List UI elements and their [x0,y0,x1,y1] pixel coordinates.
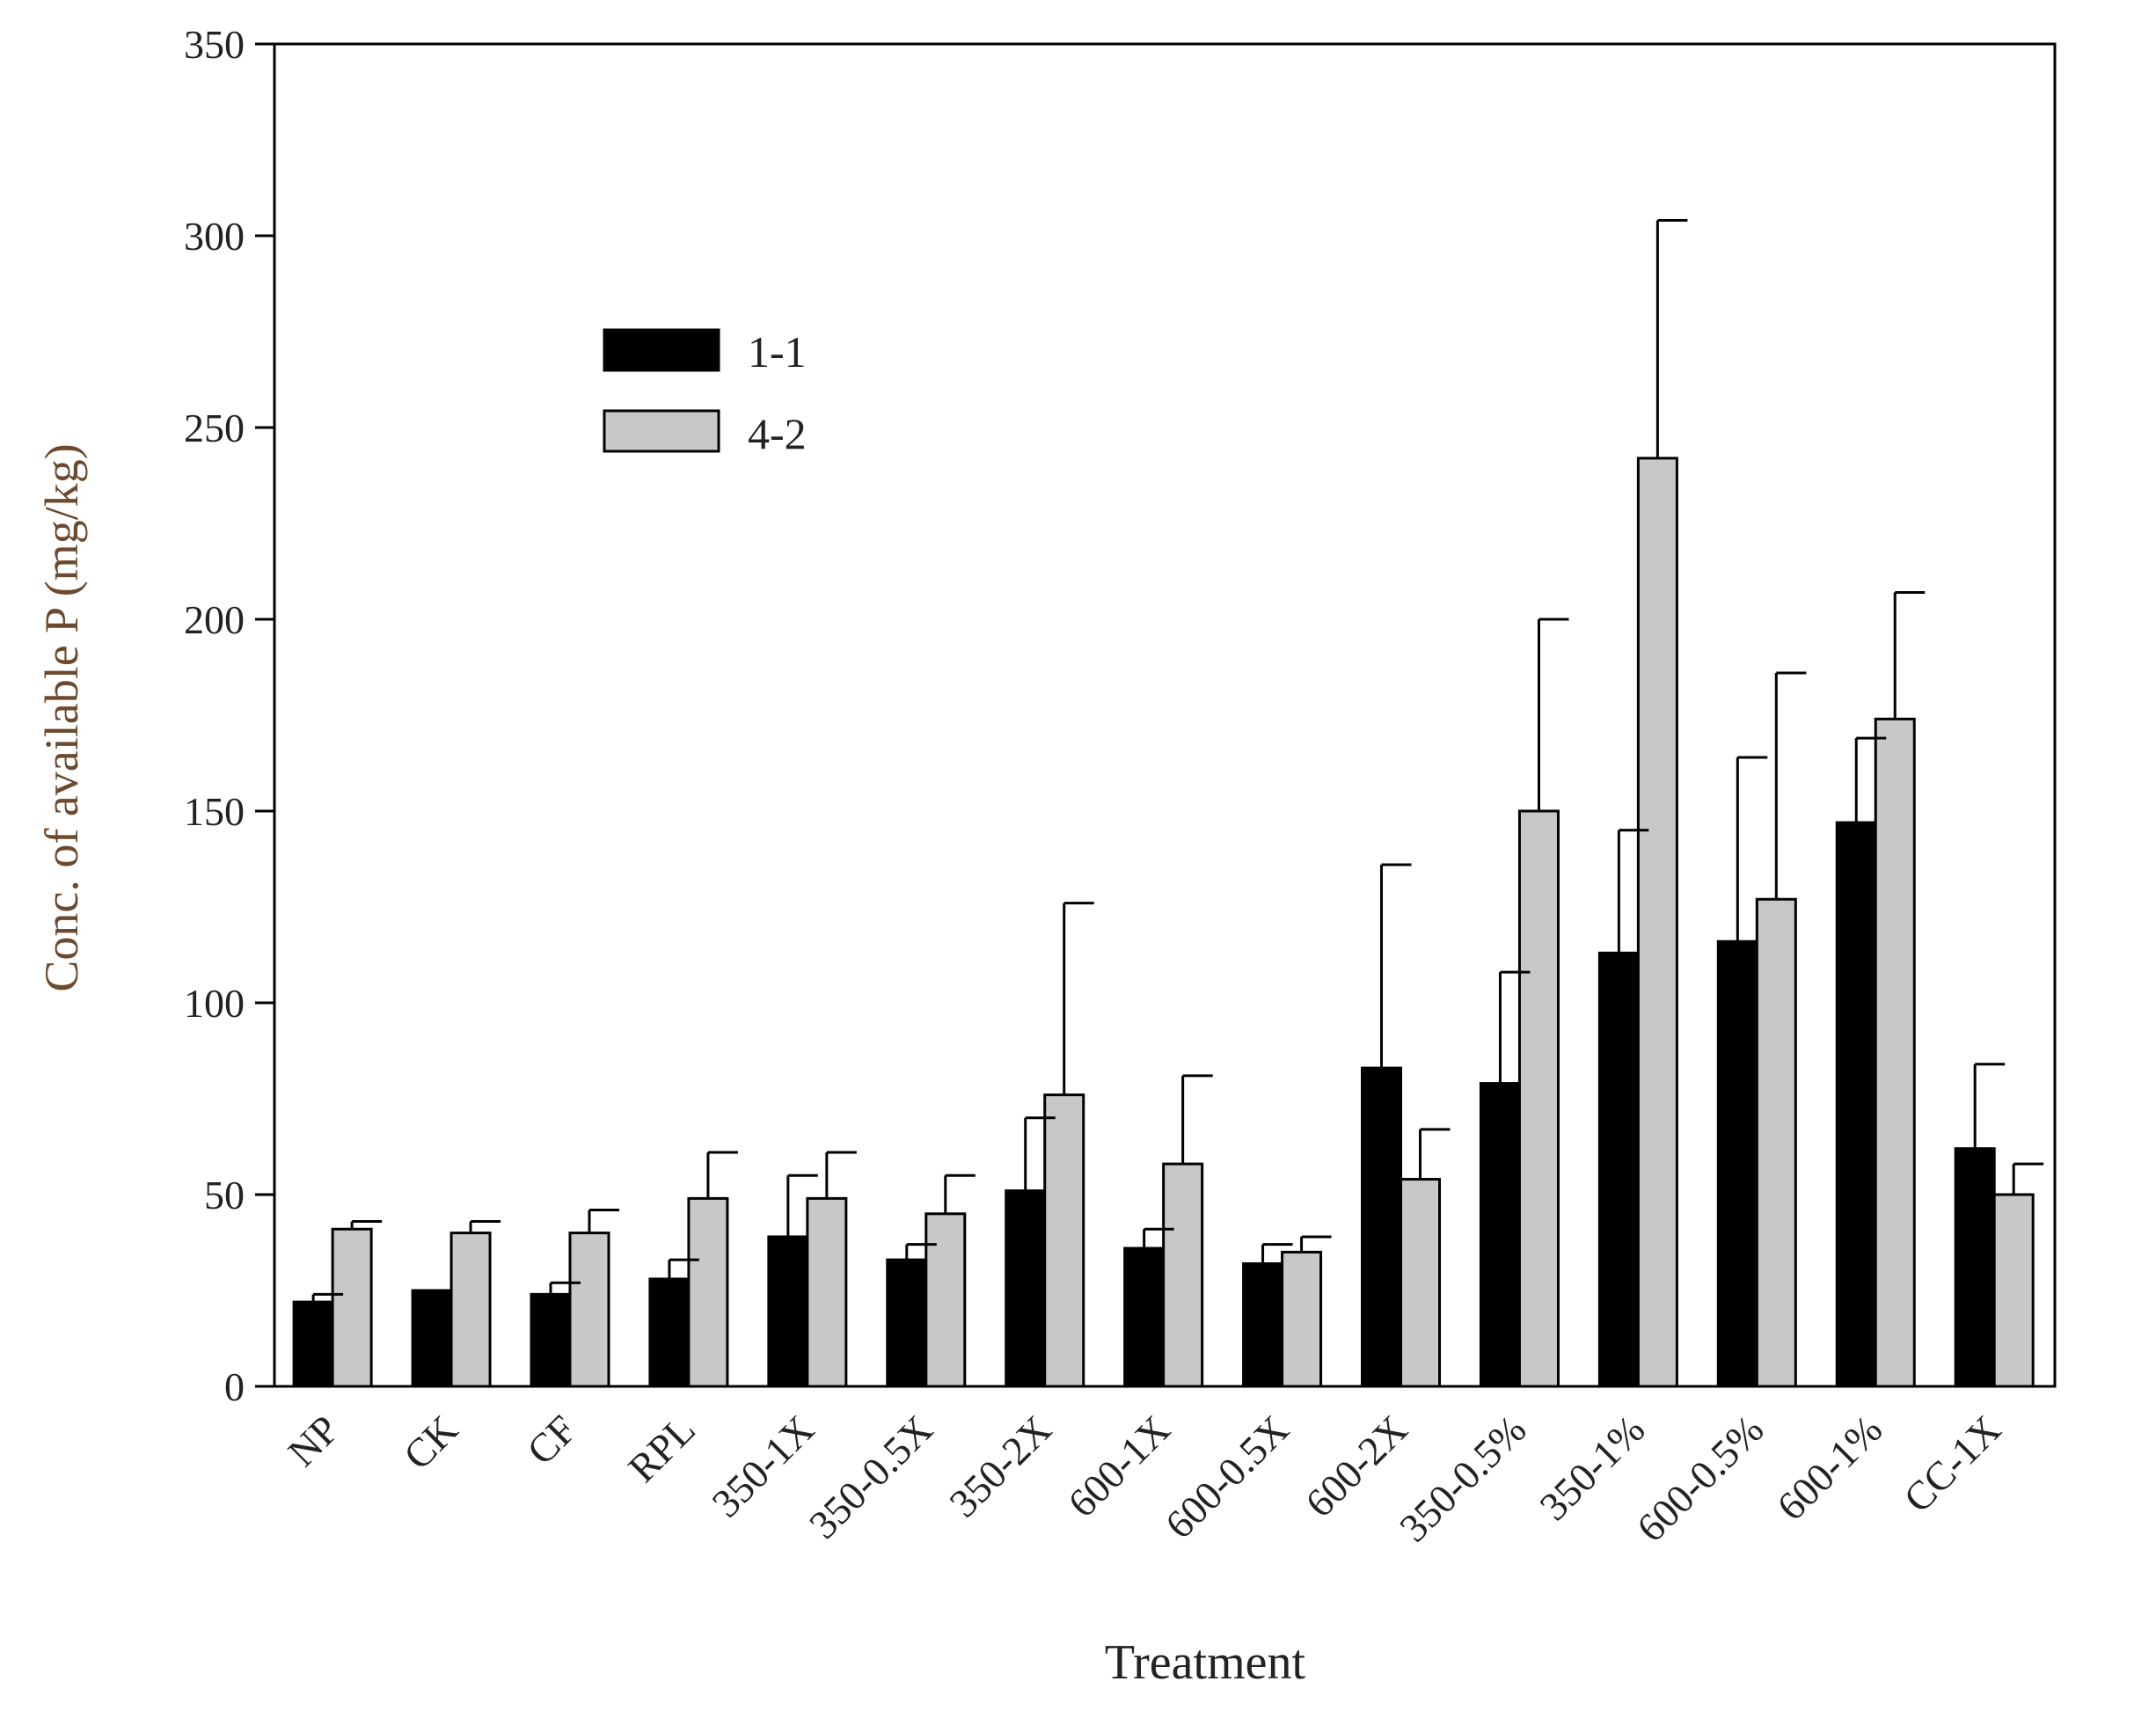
y-axis: 0 50 100 150 200 250 300 350 [184,22,274,1409]
bar-series-2 [687,1196,729,1388]
y-tick-label: 100 [184,981,245,1026]
x-tick-label: CK [395,1407,466,1478]
y-tick-label: 0 [224,1364,245,1409]
bars-group [292,457,2035,1388]
bar-series-1 [1242,1261,1284,1388]
bar-series-1 [886,1258,928,1388]
bar-series-2 [1281,1250,1323,1388]
bar-series-2 [1400,1178,1442,1388]
x-tick-label: 600-1X [1059,1407,1178,1525]
y-axis-title: Conc. of available P (mg/kg) [35,443,88,991]
bar-series-1 [411,1289,453,1388]
bar-series-2 [1755,897,1797,1388]
x-tick-label: 350-2X [940,1407,1059,1525]
bar-series-1 [530,1292,572,1388]
legend-label-series-2: 4-2 [748,409,807,458]
y-tick-label: 200 [184,597,245,642]
bar-series-1 [292,1300,334,1388]
legend-swatch-series-1 [603,328,720,372]
x-tick-label: 350-0.5X [800,1407,941,1547]
bar-series-2 [568,1232,610,1388]
bar-series-2 [449,1232,492,1388]
legend: 1-1 4-2 [603,327,807,458]
bar-series-2 [1636,457,1678,1388]
bar-series-1 [1597,951,1640,1388]
legend-swatch-series-2 [603,409,720,453]
bar-series-2 [1043,1093,1085,1388]
bar-series-1 [1123,1246,1166,1388]
bar-series-2 [331,1227,373,1388]
bar-series-2 [1162,1162,1204,1388]
x-tick-label: RPL [619,1407,704,1491]
bar-series-1 [767,1235,809,1388]
bar-series-2 [925,1212,967,1388]
x-tick-label: 600-1% [1768,1407,1890,1529]
bar-series-1 [1361,1066,1403,1388]
bar-series-1 [1954,1147,1996,1388]
x-tick-label: 350-0.5% [1391,1407,1534,1550]
y-tick-label: 350 [184,22,245,67]
x-tick-label: 350-1X [703,1407,822,1525]
y-tick-label: 150 [184,789,245,834]
bar-series-1 [648,1277,691,1388]
bar-series-2 [1517,809,1560,1388]
x-tick-label: 600-0.5% [1628,1407,1772,1550]
y-tick-label: 50 [204,1173,245,1217]
bar-series-2 [1874,717,1916,1388]
bar-series-1 [1479,1082,1521,1388]
x-tick-label: CF [518,1407,585,1473]
y-tick-label: 300 [184,214,245,259]
bar-series-2 [1992,1193,2035,1388]
x-tick-label: 600-0.5X [1157,1407,1297,1547]
bar-series-1 [1005,1189,1047,1388]
legend-label-series-1: 1-1 [748,327,807,376]
x-tick-label: 350-1% [1531,1407,1653,1529]
bar-series-1 [1835,821,1877,1388]
bar-series-2 [806,1196,848,1388]
x-tick-label: NP [280,1407,348,1475]
x-axis-title: Treatment [1105,1635,1306,1690]
y-tick-label: 250 [184,406,245,450]
x-tick-label: CC-1X [1895,1407,2009,1521]
bar-series-1 [1716,939,1758,1388]
error-bars-group [311,219,2044,1303]
x-tick-label: 600-2X [1297,1407,1415,1525]
